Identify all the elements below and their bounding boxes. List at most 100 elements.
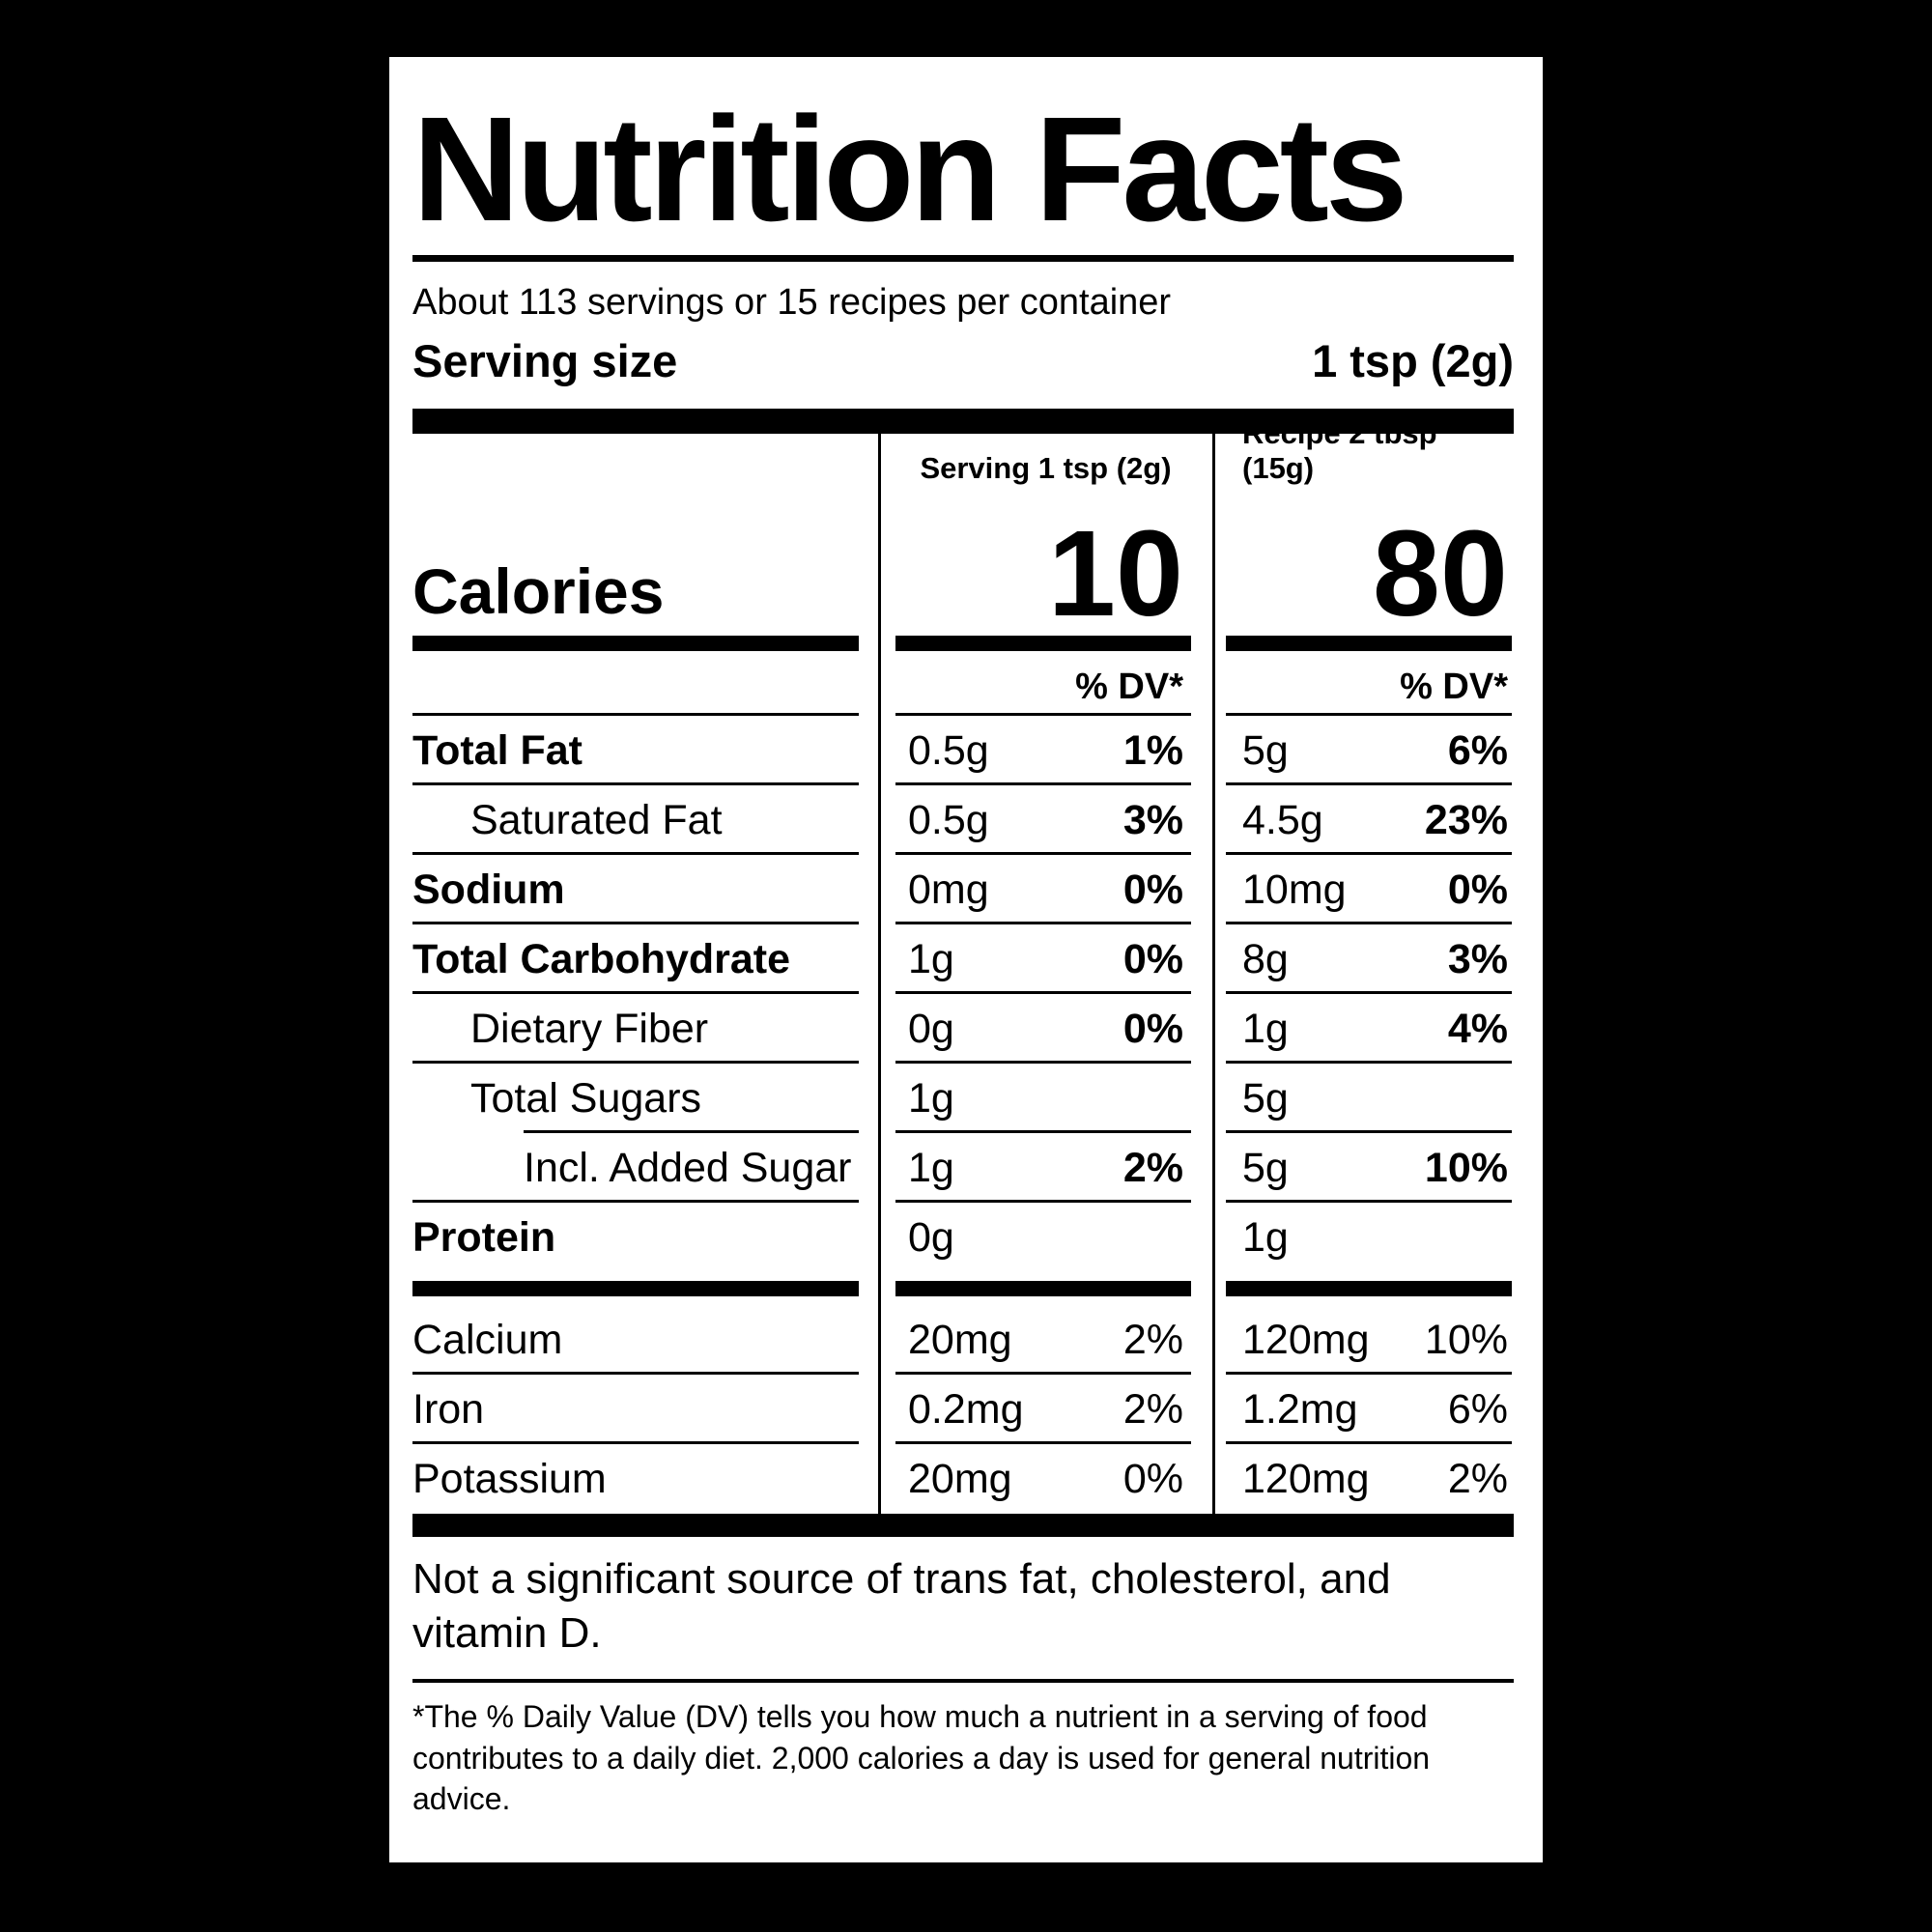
recipe-amount: 1.2mg [1242, 1385, 1358, 1433]
recipe-amount: 120mg [1242, 1316, 1370, 1363]
serving-amount: 0mg [908, 866, 989, 913]
recipe-amount: 10mg [1242, 866, 1347, 913]
recipe-dv: 10% [1424, 1144, 1508, 1191]
serving-value-cell: 1g 2% [878, 1133, 1212, 1204]
serving-value-cell: 1g 0% [878, 924, 1212, 995]
serving-amount: 20mg [908, 1455, 1012, 1502]
divider-bar [1226, 636, 1512, 652]
recipe-column-header: Recipe 2 tbsp (15g) [1242, 416, 1437, 486]
nutrition-facts-label: Nutrition Facts About 113 servings or 15… [389, 57, 1543, 1862]
nutrient-name: Total Sugars [470, 1074, 702, 1122]
nutrient-name: Incl. Added Sugar [524, 1144, 852, 1191]
recipe-value-cell: 5g 10% [1212, 1133, 1543, 1204]
daily-value-header-row: % DV* % DV* [389, 658, 1543, 717]
nutrient-name-cell: Protein [389, 1203, 878, 1272]
serving-dv: 2% [1122, 1144, 1183, 1191]
nutrient-name: Potassium [412, 1455, 607, 1502]
column-divider [878, 434, 881, 1515]
recipe-value-cell: 1.2mg 6% [1212, 1375, 1543, 1445]
recipe-value-cell: 1g [1212, 1203, 1543, 1272]
calories-row: Calories 10 80 [389, 490, 1543, 641]
recipe-value-cell: 1g 4% [1212, 994, 1543, 1065]
table-row-protein: Protein 0g 1g [389, 1203, 1543, 1272]
column-header-empty [389, 434, 878, 490]
recipe-dv: 10% [1424, 1316, 1508, 1363]
nutrient-name-cell: Dietary Fiber [389, 994, 878, 1065]
serving-value-cell: 0g [878, 1203, 1212, 1272]
nutrient-name-cell: Sodium [389, 855, 878, 925]
serving-dv: 2% [1122, 1385, 1183, 1433]
recipe-value-cell: 10mg 0% [1212, 855, 1543, 925]
serving-amount: 0.5g [908, 726, 989, 774]
column-header-row: Serving 1 tsp (2g) Recipe 2 tbsp (15g) [389, 416, 1543, 490]
divider-bar [412, 1281, 859, 1297]
nutrient-name: Iron [412, 1385, 485, 1433]
serving-amount: 0.5g [908, 796, 989, 843]
protein-underline-row [389, 1272, 1543, 1305]
recipe-amount: 1g [1242, 1213, 1289, 1261]
nutrient-name-cell: Incl. Added Sugar [389, 1133, 878, 1204]
daily-value-footnote: *The % Daily Value (DV) tells you how mu… [412, 1699, 1431, 1816]
dv-header-serving: % DV* [878, 658, 1212, 717]
serving-value-cell: 20mg 2% [878, 1305, 1212, 1376]
recipe-value-cell: 5g 6% [1212, 716, 1543, 786]
serving-value-cell: 0.2mg 2% [878, 1375, 1212, 1445]
serving-dv: 1% [1122, 726, 1183, 774]
calories-underline-row [389, 629, 1543, 658]
serving-size-value: 1 tsp (2g) [1312, 334, 1514, 386]
serving-dv: 3% [1122, 796, 1183, 843]
recipe-value-cell: 8g 3% [1212, 924, 1543, 995]
column-header-serving: Serving 1 tsp (2g) [878, 434, 1212, 490]
recipe-amount: 1g [1242, 1005, 1289, 1052]
table-bottom-bar [412, 1514, 1514, 1538]
serving-amount: 0.2mg [908, 1385, 1024, 1433]
table-row-total-fat: Total Fat 0.5g 1% 5g 6% [389, 716, 1543, 786]
label-footer: Not a significant source of trans fat, c… [389, 1514, 1543, 1819]
recipe-dv: 3% [1447, 935, 1508, 982]
nutrient-name-cell: Calcium [389, 1305, 878, 1376]
serving-value-cell: 0.5g 3% [878, 785, 1212, 856]
divider-bar-cell [389, 629, 878, 658]
recipe-value-cell: 5g [1212, 1064, 1543, 1134]
nutrient-name-cell: Total Carbohydrate [389, 924, 878, 995]
recipe-value-cell: 4.5g 23% [1212, 785, 1543, 856]
nutrient-name: Calcium [412, 1316, 563, 1363]
table-row-sodium: Sodium 0mg 0% 10mg 0% [389, 855, 1543, 925]
nutrient-name: Total Fat [412, 726, 582, 774]
serving-dv: 0% [1122, 866, 1183, 913]
serving-size-row: Serving size 1 tsp (2g) [412, 333, 1514, 390]
divider-bar [1226, 1281, 1512, 1297]
table-row-iron: Iron 0.2mg 2% 1.2mg 6% [389, 1375, 1543, 1445]
recipe-dv: 4% [1447, 1005, 1508, 1052]
nutrient-name: Protein [412, 1213, 556, 1261]
nutrition-table: Serving 1 tsp (2g) Recipe 2 tbsp (15g) C… [389, 416, 1543, 1515]
recipe-value-cell: 120mg 2% [1212, 1444, 1543, 1514]
label-header: Nutrition Facts About 113 servings or 15… [389, 57, 1543, 435]
recipe-value-cell: 120mg 10% [1212, 1305, 1543, 1376]
nutrient-name-cell: Iron [389, 1375, 878, 1445]
recipe-dv: 2% [1447, 1455, 1508, 1502]
nutrient-name-cell: Total Sugars [389, 1064, 878, 1134]
serving-amount: 0g [908, 1213, 954, 1261]
serving-dv: 0% [1122, 935, 1183, 982]
divider-bar-cell [1212, 629, 1543, 658]
recipe-amount: 5g [1242, 726, 1289, 774]
servings-per-container: About 113 servings or 15 recipes per con… [412, 282, 1172, 324]
recipe-dv: 6% [1447, 1385, 1508, 1433]
footnote-divider [412, 1679, 1514, 1684]
serving-size-label: Serving size [412, 334, 678, 386]
nutrient-name: Total Carbohydrate [412, 935, 791, 982]
calories-label-cell: Calories [389, 490, 878, 629]
serving-column-header: Serving 1 tsp (2g) [920, 451, 1172, 486]
nutrient-name: Sodium [412, 866, 565, 913]
serving-value-cell: 0mg 0% [878, 855, 1212, 925]
recipe-dv: 23% [1424, 796, 1508, 843]
serving-amount: 20mg [908, 1316, 1012, 1363]
table-row-calcium: Calcium 20mg 2% 120mg 10% [389, 1305, 1543, 1376]
divider-bar-cell [878, 629, 1212, 658]
serving-value-cell: 20mg 0% [878, 1444, 1212, 1514]
calories-serving-value: 10 [1047, 504, 1183, 641]
serving-amount: 1g [908, 935, 954, 982]
column-header-recipe: Recipe 2 tbsp (15g) [1212, 416, 1543, 490]
section-divider-bar [412, 409, 1514, 435]
